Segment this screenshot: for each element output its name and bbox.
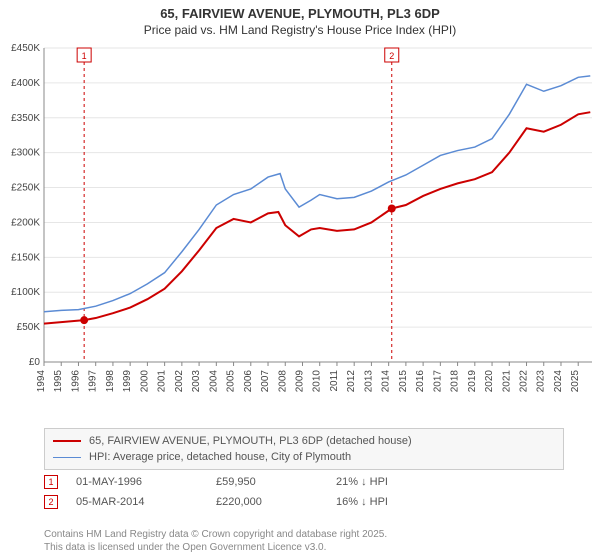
svg-text:2002: 2002 [174,370,185,393]
annotation-price: £220,000 [216,496,336,508]
svg-text:2011: 2011 [329,370,340,392]
svg-text:£100K: £100K [11,287,40,298]
annotation-row: 2 05-MAR-2014 £220,000 16% ↓ HPI [44,492,564,512]
svg-text:2001: 2001 [157,370,168,393]
svg-text:1995: 1995 [53,370,64,393]
svg-text:2013: 2013 [363,370,374,393]
svg-text:2006: 2006 [243,370,254,393]
svg-text:£150K: £150K [11,252,40,263]
svg-text:£200K: £200K [11,217,40,228]
sales-annotation-table: 1 01-MAY-1996 £59,950 21% ↓ HPI 2 05-MAR… [44,472,564,512]
svg-text:2009: 2009 [294,370,305,393]
annotation-price: £59,950 [216,476,336,488]
annotation-marker: 2 [44,495,58,509]
svg-text:1: 1 [82,51,87,61]
legend: 65, FAIRVIEW AVENUE, PLYMOUTH, PL3 6DP (… [44,428,564,470]
svg-text:1996: 1996 [70,370,81,393]
chart-container: 65, FAIRVIEW AVENUE, PLYMOUTH, PL3 6DP P… [0,0,600,560]
legend-item: 65, FAIRVIEW AVENUE, PLYMOUTH, PL3 6DP (… [53,433,555,449]
svg-text:£0: £0 [29,357,41,368]
legend-swatch [53,457,81,458]
chart-area: £0 £50K £100K £150K £200K £250K £300K £350K £400… [0,40,600,420]
annotation-date: 05-MAR-2014 [76,496,216,508]
annotation-marker: 1 [44,475,58,489]
svg-text:2023: 2023 [536,370,547,393]
svg-text:£450K: £450K [11,43,40,54]
chart-subtitle: Price paid vs. HM Land Registry's House … [0,23,600,37]
annotation-diff: 16% ↓ HPI [336,496,456,508]
svg-text:1994: 1994 [36,370,47,393]
legend-label: HPI: Average price, detached house, City… [89,451,351,463]
svg-text:1999: 1999 [122,370,133,393]
svg-text:£300K: £300K [11,148,40,159]
svg-text:2020: 2020 [484,370,495,393]
footer-line: Contains HM Land Registry data © Crown c… [44,529,564,542]
svg-text:2024: 2024 [553,370,564,393]
svg-text:£400K: £400K [11,78,40,89]
svg-text:£50K: £50K [17,322,41,333]
svg-text:1997: 1997 [88,370,99,393]
svg-text:2018: 2018 [450,370,461,393]
legend-item: HPI: Average price, detached house, City… [53,449,555,465]
svg-text:2003: 2003 [191,370,202,393]
svg-text:2021: 2021 [501,370,512,393]
legend-label: 65, FAIRVIEW AVENUE, PLYMOUTH, PL3 6DP (… [89,435,412,447]
svg-text:2: 2 [389,51,394,61]
svg-text:2017: 2017 [432,370,443,393]
svg-text:2007: 2007 [260,370,271,393]
svg-text:2010: 2010 [312,370,323,393]
svg-text:2012: 2012 [346,370,357,393]
svg-text:2022: 2022 [519,370,530,393]
svg-text:£350K: £350K [11,113,40,124]
footer-attribution: Contains HM Land Registry data © Crown c… [44,529,564,554]
svg-text:£250K: £250K [11,183,40,194]
chart-title: 65, FAIRVIEW AVENUE, PLYMOUTH, PL3 6DP [0,6,600,21]
svg-text:2008: 2008 [277,370,288,393]
svg-text:1998: 1998 [105,370,116,393]
title-block: 65, FAIRVIEW AVENUE, PLYMOUTH, PL3 6DP P… [0,0,600,37]
annotation-row: 1 01-MAY-1996 £59,950 21% ↓ HPI [44,472,564,492]
svg-text:2016: 2016 [415,370,426,393]
svg-text:2005: 2005 [226,370,237,393]
footer-line: This data is licensed under the Open Gov… [44,542,564,555]
svg-text:2014: 2014 [381,370,392,393]
annotation-diff: 21% ↓ HPI [336,476,456,488]
svg-text:2015: 2015 [398,370,409,393]
svg-text:2004: 2004 [208,370,219,393]
svg-text:2000: 2000 [139,370,150,393]
svg-text:2019: 2019 [467,370,478,393]
chart-svg: £0 £50K £100K £150K £200K £250K £300K £350K £400… [0,40,600,420]
svg-text:2025: 2025 [570,370,581,393]
legend-swatch [53,440,81,442]
annotation-date: 01-MAY-1996 [76,476,216,488]
